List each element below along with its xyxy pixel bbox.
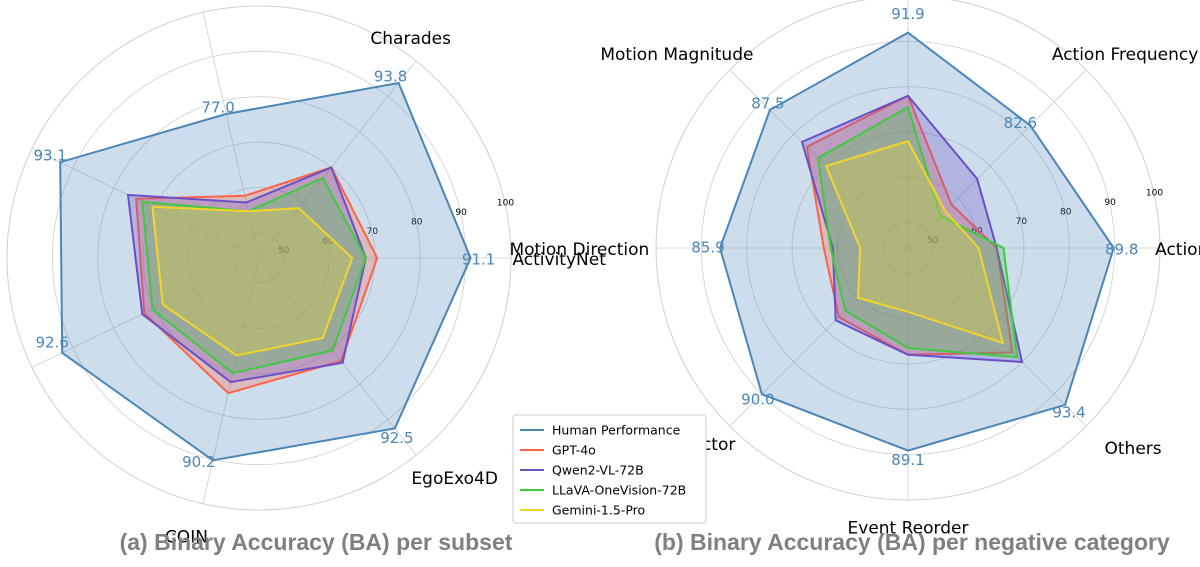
human-value-label: 92.6 — [35, 333, 68, 351]
radial-tick-label: 60 — [971, 226, 983, 236]
radial-tick-label: 60 — [322, 236, 334, 246]
axis-label-motion-magnitude: Motion Magnitude — [600, 45, 753, 65]
legend: Human Performance GPT-4o Qwen2-VL-72B LL… — [512, 414, 707, 524]
axis-label-coin: COIN — [165, 527, 208, 547]
legend-entry-1: GPT-4o — [552, 443, 596, 458]
radar-grid: 50 60 70 80 90 100 — [6, 5, 514, 511]
series-qwen2-vl-72b — [800, 94, 1024, 364]
legend-box — [512, 414, 707, 524]
grid-spoke — [729, 247, 909, 427]
series-human-performance — [59, 81, 472, 462]
radial-tick-label: 80 — [411, 217, 423, 227]
caption-b: (b) Binary Accuracy (BA) per negative ca… — [654, 529, 1170, 555]
legend-entry-0: Human Performance — [552, 423, 681, 438]
axis-label-charades: Charades — [370, 29, 451, 49]
grid-spoke — [31, 148, 260, 259]
radial-tick-label: 100 — [1146, 189, 1163, 199]
axis-label-activitynet: ActivityNet — [512, 250, 606, 270]
human-value-label: 91.1 — [462, 251, 495, 269]
grid-spoke — [202, 12, 260, 259]
series-llava-onevision-72b — [141, 176, 367, 375]
human-value-label: 89.8 — [1105, 241, 1138, 259]
human-value-label: 90.2 — [182, 453, 215, 471]
human-value-label: 93.1 — [33, 147, 66, 165]
axis-label-motion-direction: Motion Direction — [509, 240, 649, 260]
series-gemini-1-5-pro — [151, 205, 354, 357]
radial-tick-label: 50 — [927, 236, 939, 246]
radial-tick-label: 70 — [1016, 217, 1028, 227]
legend-entry-4: Gemini-1.5-Pro — [552, 503, 645, 518]
human-value-label: 90.0 — [741, 391, 774, 409]
series-gemini-1-5-pro — [824, 140, 1005, 345]
grid-spoke — [258, 60, 417, 259]
grid-spoke — [907, 247, 1087, 427]
grid-spoke — [202, 257, 260, 504]
radial-tick-label: 50 — [278, 246, 290, 256]
grid-spoke — [31, 257, 260, 368]
grid-spoke — [258, 257, 417, 456]
radar-chart-subset: 50 60 70 80 90 100 91.1 93.8 77.0 93.1 92.6 90.2 92.… — [6, 5, 606, 547]
human-value-label: 91.9 — [891, 5, 924, 23]
radial-tick-label: 90 — [1104, 198, 1116, 208]
axis-label-action-order: Action Order — [1155, 240, 1200, 260]
axis-label-action-frequency: Action Frequency — [1052, 45, 1198, 65]
series-llava-onevision-72b — [816, 105, 1019, 359]
human-value-label: 92.5 — [380, 429, 413, 447]
human-value-label: 87.5 — [751, 94, 784, 112]
radial-tick-label: 100 — [497, 199, 514, 209]
caption-a: (a) Binary Accuracy (BA) per subset — [120, 529, 513, 555]
legend-entry-2: Qwen2-VL-72B — [552, 463, 644, 478]
radar-chart-negative-category: 50 60 70 80 90 100 89.8 82.6 91.9 87.5 85.9 90.0 89.… — [509, 0, 1200, 539]
human-value-label: 93.8 — [374, 67, 407, 85]
human-value-label: 93.4 — [1052, 404, 1085, 422]
axis-label-event-reorder: Event Reorder — [848, 519, 969, 539]
axis-label-egoexo4d: EgoExo4D — [411, 469, 498, 489]
human-value-label: 89.1 — [891, 451, 924, 469]
human-value-label: 77.0 — [201, 99, 234, 117]
radial-tick-label: 90 — [455, 208, 467, 218]
human-value-label: 85.9 — [691, 239, 724, 257]
legend-entry-3: LLaVA-OneVision-72B — [552, 483, 686, 498]
grid-spoke — [907, 69, 1087, 249]
axis-label-others: Others — [1105, 439, 1162, 459]
radial-tick-label: 80 — [1060, 207, 1072, 217]
radial-tick-label: 70 — [367, 227, 379, 237]
human-value-label: 82.6 — [1004, 114, 1037, 132]
series-qwen2-vl-72b — [126, 166, 367, 384]
